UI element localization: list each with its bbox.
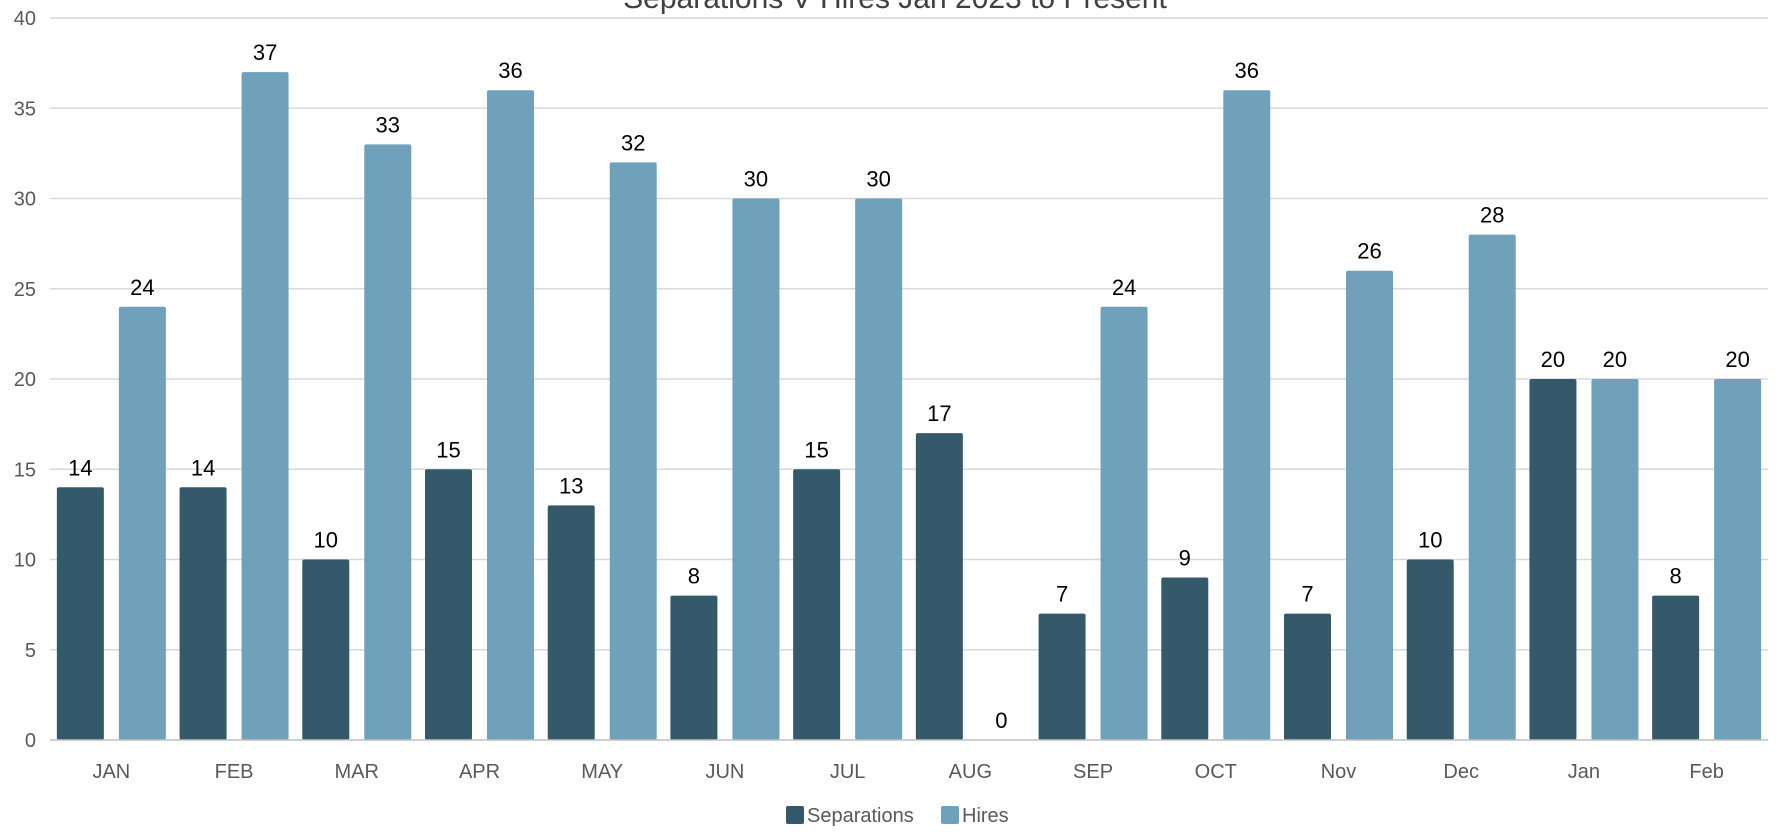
y-tick-label: 15 <box>14 459 36 481</box>
separations-data-label: 10 <box>314 528 338 553</box>
separations-data-label: 7 <box>1301 582 1313 607</box>
x-tick-label: Nov <box>1321 761 1357 783</box>
separations-bar <box>1529 379 1577 740</box>
separations-bar <box>1652 595 1700 740</box>
hires-data-label: 32 <box>621 130 645 155</box>
separations-bar <box>56 487 104 740</box>
x-tick-label: JAN <box>92 761 130 783</box>
separations-data-label: 7 <box>1056 582 1068 607</box>
separations-bar <box>1161 577 1209 740</box>
separations-data-label: 10 <box>1418 528 1442 553</box>
separations-bar <box>1038 613 1086 740</box>
hires-data-label: 20 <box>1725 347 1749 372</box>
hires-bar <box>487 90 534 740</box>
separations-data-label: 14 <box>191 455 215 480</box>
separations-legend-swatch <box>786 806 804 824</box>
hires-bar <box>1100 306 1148 740</box>
hires-bar <box>732 198 780 740</box>
separations-bar <box>670 595 718 740</box>
separations-data-label: 9 <box>1179 546 1191 571</box>
hires-legend-label: Hires <box>962 805 1009 827</box>
y-tick-label: 0 <box>25 730 36 752</box>
hires-data-label: 33 <box>376 112 400 137</box>
hires-data-label: 36 <box>1235 58 1259 83</box>
separations-bar <box>1284 613 1331 740</box>
hires-bar <box>609 162 657 740</box>
x-tick-label: Dec <box>1443 761 1479 783</box>
separations-data-label: 14 <box>68 455 92 480</box>
separations-data-label: 15 <box>436 437 460 462</box>
separations-bar <box>547 505 595 740</box>
hires-bar <box>241 72 289 740</box>
x-tick-label: MAY <box>581 761 623 783</box>
y-tick-label: 40 <box>14 8 36 30</box>
x-tick-label: MAR <box>335 761 379 783</box>
hires-data-label: 36 <box>498 58 522 83</box>
x-tick-label: Feb <box>1689 761 1723 783</box>
hires-data-label: 0 <box>995 708 1007 733</box>
separations-bar <box>915 433 963 740</box>
legend: Separations Hires <box>786 805 1009 827</box>
hires-data-label: 26 <box>1357 239 1381 264</box>
x-tick-label: JUL <box>830 761 866 783</box>
separations-data-label: 13 <box>559 473 583 498</box>
y-tick-label: 20 <box>14 369 36 391</box>
x-tick-label: SEP <box>1073 761 1113 783</box>
separations-data-label: 8 <box>1670 564 1682 589</box>
chart-title: Separations V Hires Jan 2023 to Present <box>623 0 1167 15</box>
x-tick-label: JUN <box>705 761 744 783</box>
axes: 0 5 10 15 20 25 30 35 40 JAN FEB MAR APR MAY JUN JUL AUG… <box>14 8 1768 783</box>
data-labels: 14 24 14 37 10 33 15 36 13 32 8 30 15 30 17 0 7 24 9 36 7 26 1… <box>68 40 1750 733</box>
hires-data-label: 30 <box>744 167 768 192</box>
hires-bar <box>1714 379 1762 740</box>
hires-data-label: 24 <box>1112 275 1136 300</box>
x-tick-label: FEB <box>215 761 254 783</box>
hires-data-label: 37 <box>253 40 277 65</box>
hires-data-label: 30 <box>866 167 890 192</box>
hires-bar <box>364 144 412 741</box>
y-tick-label: 35 <box>14 98 36 120</box>
x-tick-label: Jan <box>1568 761 1600 783</box>
separations-bar <box>425 469 472 740</box>
y-tick-label: 25 <box>14 279 36 301</box>
x-tick-label: AUG <box>949 761 992 783</box>
hires-bar <box>118 306 166 740</box>
hires-bar <box>1591 379 1639 740</box>
separations-bar <box>179 487 227 740</box>
x-tick-label: OCT <box>1195 761 1237 783</box>
separations-legend-label: Separations <box>807 805 914 827</box>
separations-data-label: 15 <box>804 437 828 462</box>
separations-bar <box>793 469 841 740</box>
separations-bar <box>302 559 350 740</box>
hires-bar <box>1223 90 1271 740</box>
hires-bar <box>855 198 903 740</box>
y-tick-label: 10 <box>14 550 36 572</box>
hires-data-label: 20 <box>1603 347 1627 372</box>
hires-data-label: 28 <box>1480 203 1504 228</box>
hires-bar <box>1346 270 1393 740</box>
separations-data-label: 20 <box>1541 347 1565 372</box>
bars <box>56 72 1762 741</box>
separations-data-label: 17 <box>927 401 951 426</box>
hires-bar <box>1468 234 1516 740</box>
hires-legend-swatch <box>941 806 959 824</box>
separations-data-label: 8 <box>688 564 700 589</box>
y-tick-label: 5 <box>25 640 36 662</box>
y-tick-label: 30 <box>14 189 36 211</box>
hires-data-label: 24 <box>130 275 154 300</box>
separations-bar <box>1406 559 1454 740</box>
x-tick-label: APR <box>459 761 500 783</box>
